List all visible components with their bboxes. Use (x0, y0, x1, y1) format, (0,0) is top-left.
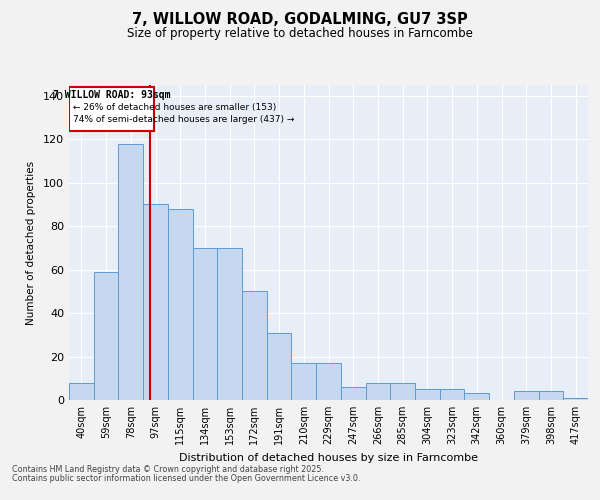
Text: Contains public sector information licensed under the Open Government Licence v3: Contains public sector information licen… (12, 474, 361, 483)
Bar (217, 248, 242, 400)
Text: 74% of semi-detached houses are larger (437) →: 74% of semi-detached houses are larger (… (73, 116, 294, 124)
FancyBboxPatch shape (69, 87, 154, 130)
Text: Contains HM Land Registry data © Crown copyright and database right 2025.: Contains HM Land Registry data © Crown c… (12, 465, 324, 474)
Text: 7, WILLOW ROAD, GODALMING, GU7 3SP: 7, WILLOW ROAD, GODALMING, GU7 3SP (132, 12, 468, 28)
Text: 7 WILLOW ROAD: 93sqm: 7 WILLOW ROAD: 93sqm (53, 90, 170, 101)
Bar (514, 392, 539, 400)
Bar (267, 332, 292, 400)
Bar (440, 389, 464, 400)
Bar (563, 398, 588, 400)
Bar (193, 248, 217, 400)
Bar (292, 363, 316, 400)
Bar (415, 389, 440, 400)
Bar (316, 363, 341, 400)
Bar (341, 387, 365, 400)
Bar (143, 204, 168, 400)
Bar (464, 394, 489, 400)
Text: ← 26% of detached houses are smaller (153): ← 26% of detached houses are smaller (15… (73, 104, 276, 112)
Bar (539, 392, 563, 400)
Bar (390, 382, 415, 400)
Text: Size of property relative to detached houses in Farncombe: Size of property relative to detached ho… (127, 28, 473, 40)
Bar (118, 144, 143, 400)
Y-axis label: Number of detached properties: Number of detached properties (26, 160, 36, 324)
Bar (242, 292, 267, 400)
X-axis label: Distribution of detached houses by size in Farncombe: Distribution of detached houses by size … (179, 452, 478, 462)
Bar (168, 209, 193, 400)
Bar (69, 382, 94, 400)
Bar (365, 382, 390, 400)
Bar (94, 272, 118, 400)
